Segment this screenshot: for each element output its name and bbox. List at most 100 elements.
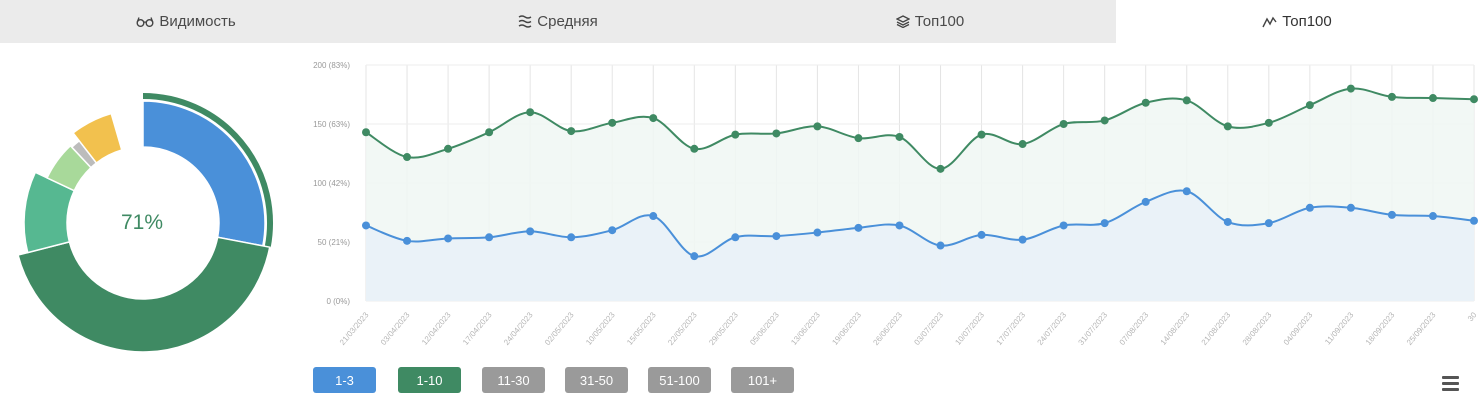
hamburger-menu-icon[interactable] <box>1442 376 1462 394</box>
data-point-1-3[interactable] <box>649 212 658 221</box>
data-point-1-3[interactable] <box>444 234 453 243</box>
x-tick-label: 25/09/2023 <box>1405 310 1438 347</box>
data-point-1-3[interactable] <box>854 223 863 232</box>
data-point-1-10[interactable] <box>977 130 986 139</box>
x-tick-label: 26/06/2023 <box>871 310 904 347</box>
menu-bar <box>1442 376 1459 379</box>
range-button-31-50[interactable]: 31-50 <box>565 367 628 393</box>
y-tick-label: 100 (42%) <box>313 179 350 188</box>
data-point-1-3[interactable] <box>1470 216 1478 225</box>
data-point-1-10[interactable] <box>1018 140 1027 149</box>
range-button-1-3[interactable]: 1-3 <box>313 367 376 393</box>
y-tick-label: 0 (0%) <box>326 297 350 306</box>
data-point-1-10[interactable] <box>1141 98 1150 107</box>
data-point-1-10[interactable] <box>690 144 699 153</box>
range-filter-buttons: 1-3 1-10 11-30 31-50 51-100 101+ <box>313 367 794 393</box>
x-tick-label: 04/09/2023 <box>1282 310 1315 347</box>
data-point-1-10[interactable] <box>1059 120 1068 128</box>
data-point-1-3[interactable] <box>567 233 576 242</box>
data-point-1-10[interactable] <box>444 144 453 153</box>
tab-top100-line[interactable]: Топ100 <box>1116 0 1478 43</box>
x-tick-label: 15/05/2023 <box>625 310 658 347</box>
data-point-1-10[interactable] <box>1346 84 1355 93</box>
data-point-1-3[interactable] <box>1059 221 1068 230</box>
x-tick-label: 28/08/2023 <box>1241 310 1274 347</box>
data-point-1-3[interactable] <box>731 233 740 242</box>
x-tick-label: 10/07/2023 <box>953 310 986 347</box>
data-point-1-3[interactable] <box>895 221 904 230</box>
data-point-1-3[interactable] <box>690 252 699 261</box>
data-point-1-10[interactable] <box>813 122 822 131</box>
x-tick-label: 17/04/2023 <box>461 310 494 347</box>
data-point-1-10[interactable] <box>772 129 781 138</box>
x-tick-label: 24/07/2023 <box>1036 310 1069 347</box>
x-tick-label: 18/09/2023 <box>1364 310 1397 347</box>
y-tick-label: 200 (83%) <box>313 61 350 70</box>
data-point-1-3[interactable] <box>1141 197 1150 206</box>
range-button-101-plus[interactable]: 101+ <box>731 367 794 393</box>
x-tick-label: 10/05/2023 <box>584 310 617 347</box>
layers-icon <box>895 15 910 28</box>
data-point-1-3[interactable] <box>485 233 494 242</box>
data-point-1-10[interactable] <box>485 128 494 137</box>
x-tick-label: 02/05/2023 <box>543 310 576 347</box>
y-tick-label: 150 (63%) <box>313 120 350 129</box>
x-tick-label: 11/09/2023 <box>1323 310 1356 346</box>
data-point-1-10[interactable] <box>936 164 945 173</box>
range-button-51-100[interactable]: 51-100 <box>648 367 711 393</box>
data-point-1-10[interactable] <box>854 134 863 143</box>
data-point-1-10[interactable] <box>403 153 412 162</box>
data-point-1-3[interactable] <box>362 221 370 230</box>
donut-segment-1-3[interactable] <box>142 100 266 247</box>
positions-line-chart: 200 (83%) 150 (63%) 100 (42%) 50 (21%) 0 (0%… <box>290 55 1478 365</box>
data-point-1-3[interactable] <box>1018 235 1027 244</box>
data-point-1-3[interactable] <box>1428 212 1437 221</box>
range-button-1-10[interactable]: 1-10 <box>398 367 461 393</box>
share-donut-chart: 71% <box>10 88 280 358</box>
menu-bar <box>1442 382 1459 385</box>
donut-segment-1-10[interactable] <box>17 236 271 353</box>
data-point-1-10[interactable] <box>362 128 370 137</box>
tab-top100-stack[interactable]: Топ100 <box>744 0 1116 43</box>
data-point-1-3[interactable] <box>813 228 822 237</box>
data-point-1-10[interactable] <box>731 130 740 139</box>
data-point-1-10[interactable] <box>1470 95 1478 104</box>
data-point-1-3[interactable] <box>1100 219 1109 228</box>
donut-segment-11-30[interactable] <box>23 171 76 254</box>
data-point-1-10[interactable] <box>1264 118 1273 127</box>
data-point-1-3[interactable] <box>403 236 412 245</box>
data-point-1-10[interactable] <box>895 132 904 141</box>
x-tick-label: 14/08/2023 <box>1159 310 1192 347</box>
x-tick-label: 21/03/2023 <box>338 310 371 347</box>
data-point-1-3[interactable] <box>1305 203 1314 212</box>
data-point-1-3[interactable] <box>1182 187 1191 196</box>
data-point-1-10[interactable] <box>1223 122 1232 131</box>
data-point-1-3[interactable] <box>608 226 617 235</box>
data-point-1-3[interactable] <box>1223 217 1232 226</box>
data-point-1-3[interactable] <box>1346 203 1355 212</box>
data-point-1-10[interactable] <box>1100 116 1109 125</box>
tab-average[interactable]: Средняя <box>372 0 744 43</box>
data-point-1-3[interactable] <box>772 232 781 241</box>
glasses-icon <box>136 16 154 28</box>
x-tick-label: 21/08/2023 <box>1200 310 1233 347</box>
data-point-1-10[interactable] <box>1387 92 1396 101</box>
tab-visibility[interactable]: Видимость <box>0 0 372 43</box>
data-point-1-10[interactable] <box>1182 96 1191 105</box>
data-point-1-10[interactable] <box>1305 101 1314 110</box>
data-point-1-3[interactable] <box>526 227 535 236</box>
data-point-1-10[interactable] <box>649 114 658 123</box>
data-point-1-10[interactable] <box>567 127 576 136</box>
data-point-1-3[interactable] <box>977 230 986 239</box>
data-point-1-3[interactable] <box>1387 210 1396 219</box>
range-button-11-30[interactable]: 11-30 <box>482 367 545 393</box>
data-point-1-10[interactable] <box>1428 94 1437 103</box>
y-tick-label: 50 (21%) <box>318 238 351 247</box>
donut-segment-101+[interactable] <box>72 112 123 165</box>
data-point-1-3[interactable] <box>936 241 945 250</box>
donut-svg <box>17 93 273 353</box>
line-chart-icon <box>1262 16 1277 28</box>
data-point-1-3[interactable] <box>1264 219 1273 228</box>
data-point-1-10[interactable] <box>608 118 617 127</box>
data-point-1-10[interactable] <box>526 108 535 117</box>
